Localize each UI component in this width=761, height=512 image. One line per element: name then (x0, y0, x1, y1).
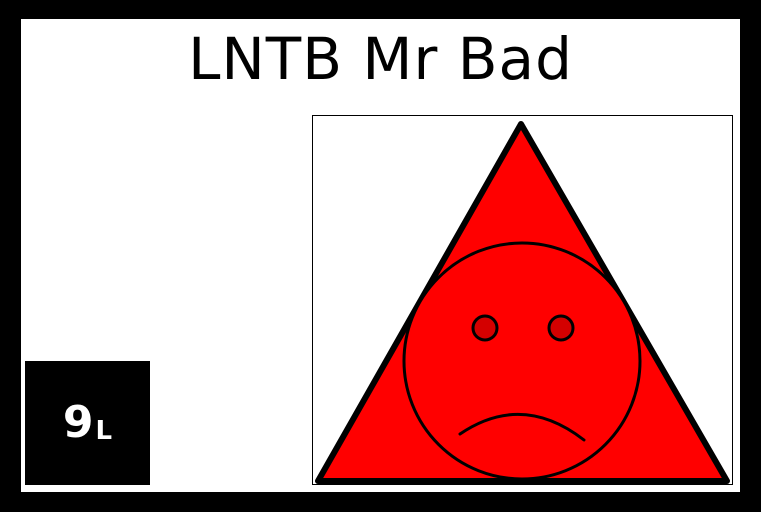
right-eye (547, 314, 575, 342)
picture-frame (312, 115, 733, 485)
left-eye (471, 314, 499, 342)
card-title: LNTB Mr Bad (188, 25, 573, 93)
mr-bad-illustration (315, 121, 730, 484)
level-badge-text: 9 L (25, 361, 150, 485)
level-badge: 9 L (25, 361, 150, 485)
level-letter: L (95, 416, 113, 446)
level-number: 9 (62, 397, 94, 448)
sad-face (402, 241, 642, 481)
frown-mouth (458, 413, 586, 442)
card-inner: LNTB Mr Bad 9 L (21, 19, 740, 492)
